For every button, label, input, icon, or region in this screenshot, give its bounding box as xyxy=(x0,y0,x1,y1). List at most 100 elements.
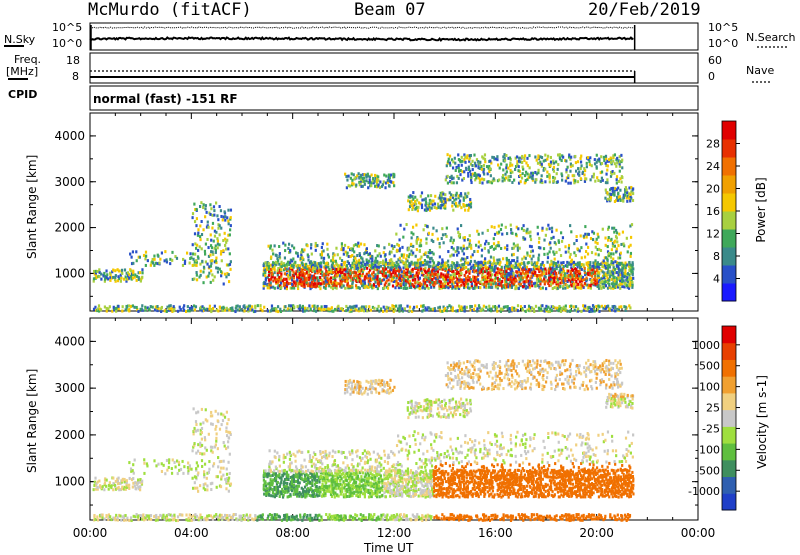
echo-cell xyxy=(539,276,541,279)
echo-cell xyxy=(605,266,607,269)
panel-frame xyxy=(90,53,698,83)
nsky-trace xyxy=(90,37,633,40)
echo-cell xyxy=(616,182,618,185)
echo-cell xyxy=(195,305,197,308)
echo-cell xyxy=(318,279,320,282)
echo-cell xyxy=(600,155,602,158)
echo-cell xyxy=(386,280,388,283)
echo-cell xyxy=(412,514,414,517)
echo-cell xyxy=(525,515,527,518)
echo-cell xyxy=(128,461,130,464)
echo-cell xyxy=(306,514,308,517)
echo-cell xyxy=(396,249,398,252)
echo-cell xyxy=(505,270,507,273)
echo-cell xyxy=(530,268,532,271)
echo-cell xyxy=(606,258,608,261)
echo-cell xyxy=(616,518,618,521)
echo-cell xyxy=(333,264,335,267)
echo-cell xyxy=(358,259,360,262)
echo-cell xyxy=(496,310,498,313)
echo-cell xyxy=(475,244,477,247)
echo-cell xyxy=(498,305,500,308)
echo-cell xyxy=(498,278,500,281)
echo-cell xyxy=(449,155,451,158)
echo-cell xyxy=(314,261,316,264)
y-tick-label: 3000 xyxy=(54,381,85,395)
echo-cell xyxy=(515,516,517,519)
echo-cell xyxy=(125,275,127,278)
echo-cell xyxy=(574,179,576,182)
echo-cell xyxy=(335,268,337,271)
echo-cell xyxy=(606,169,608,172)
echo-cell xyxy=(627,250,629,253)
echo-cell xyxy=(593,232,595,235)
echo-cell xyxy=(161,306,163,309)
echo-cell xyxy=(414,278,416,281)
echo-cell xyxy=(621,515,623,518)
echo-cell xyxy=(355,260,357,263)
echo-cell xyxy=(211,227,213,230)
echo-cell xyxy=(279,516,281,519)
echo-cell xyxy=(215,201,217,204)
echo-cell xyxy=(274,513,276,516)
echo-cell xyxy=(543,264,545,267)
echo-cell xyxy=(591,272,593,275)
echo-cell xyxy=(368,260,370,263)
echo-cell xyxy=(619,268,621,271)
echo-cell xyxy=(400,513,402,516)
echo-cell xyxy=(355,271,357,274)
echo-cell xyxy=(378,266,380,269)
echo-cell xyxy=(542,519,544,522)
echo-cell xyxy=(148,514,150,517)
echo-cell xyxy=(541,156,543,159)
echo-cell xyxy=(583,514,585,517)
echo-cell xyxy=(237,304,239,307)
echo-cell xyxy=(580,310,582,313)
echo-cell xyxy=(398,238,400,241)
echo-cell xyxy=(325,513,327,516)
echo-cell xyxy=(102,485,104,488)
echo-cell xyxy=(158,262,160,265)
echo-cell xyxy=(348,262,350,265)
echo-cell xyxy=(267,517,269,520)
echo-cell xyxy=(224,215,226,218)
echo-cell xyxy=(572,164,574,167)
echo-cell xyxy=(183,304,185,307)
echo-cell xyxy=(193,442,195,445)
echo-cell xyxy=(299,514,301,517)
echo-cell xyxy=(452,309,454,312)
echo-cell xyxy=(517,227,519,230)
echo-cell xyxy=(383,180,385,183)
echo-cell xyxy=(175,465,177,468)
echo-cell xyxy=(406,514,408,517)
echo-cell xyxy=(315,514,317,517)
echo-cell xyxy=(533,513,535,516)
echo-cell xyxy=(193,277,195,280)
echo-cell xyxy=(449,239,451,242)
echo-cell xyxy=(450,276,452,279)
echo-cell xyxy=(224,219,226,222)
echo-cell xyxy=(132,477,134,480)
echo-cell xyxy=(447,264,449,267)
echo-cell xyxy=(439,255,441,258)
echo-cell xyxy=(588,160,590,163)
echo-cell xyxy=(632,261,634,264)
echo-cell xyxy=(586,515,588,518)
echo-cell xyxy=(516,260,518,263)
echo-cell xyxy=(271,249,273,252)
echo-cell xyxy=(166,310,168,313)
echo-cell xyxy=(274,287,276,290)
echo-cell xyxy=(506,170,508,173)
echo-cell xyxy=(379,186,381,189)
echo-cell xyxy=(144,257,146,260)
echo-cell xyxy=(230,224,232,227)
echo-cell xyxy=(131,256,133,259)
echo-cell xyxy=(520,305,522,308)
echo-cell xyxy=(434,206,436,209)
echo-cell xyxy=(421,199,423,202)
echo-cell xyxy=(365,179,367,182)
echo-cell xyxy=(583,278,585,281)
echo-cell xyxy=(134,484,136,487)
echo-cell xyxy=(143,254,145,257)
echo-cell xyxy=(284,264,286,267)
